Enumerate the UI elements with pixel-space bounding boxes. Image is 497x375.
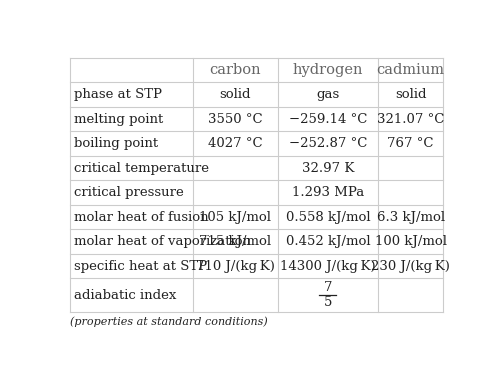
Text: critical pressure: critical pressure [75,186,184,199]
Text: critical temperature: critical temperature [75,162,209,175]
Text: molar heat of fusion: molar heat of fusion [75,211,209,224]
Text: hydrogen: hydrogen [293,63,363,77]
Text: 32.97 K: 32.97 K [302,162,354,175]
Text: 767 °C: 767 °C [388,137,434,150]
Text: adiabatic index: adiabatic index [75,289,177,302]
Text: solid: solid [395,88,426,101]
Text: melting point: melting point [75,113,164,126]
Text: 100 kJ/mol: 100 kJ/mol [375,235,447,248]
Text: 0.452 kJ/mol: 0.452 kJ/mol [286,235,370,248]
Text: 230 J/(kg K): 230 J/(kg K) [371,260,450,273]
Text: 1.293 MPa: 1.293 MPa [292,186,364,199]
Text: 715 kJ/mol: 715 kJ/mol [199,235,271,248]
Text: 710 J/(kg K): 710 J/(kg K) [196,260,275,273]
Text: solid: solid [220,88,251,101]
Text: 321.07 °C: 321.07 °C [377,113,444,126]
Text: 4027 °C: 4027 °C [208,137,263,150]
Text: 105 kJ/mol: 105 kJ/mol [199,211,271,224]
Text: 0.558 kJ/mol: 0.558 kJ/mol [286,211,370,224]
Text: cadmium: cadmium [377,63,445,77]
Text: −252.87 °C: −252.87 °C [289,137,367,150]
Text: 6.3 kJ/mol: 6.3 kJ/mol [377,211,445,224]
Text: 5: 5 [324,296,332,309]
Text: (properties at standard conditions): (properties at standard conditions) [70,316,267,327]
Text: 14300 J/(kg K): 14300 J/(kg K) [280,260,376,273]
Text: specific heat at STP: specific heat at STP [75,260,208,273]
Text: carbon: carbon [210,63,261,77]
Text: 3550 °C: 3550 °C [208,113,263,126]
Text: boiling point: boiling point [75,137,159,150]
Text: phase at STP: phase at STP [75,88,163,101]
Text: gas: gas [316,88,339,101]
Text: molar heat of vaporization: molar heat of vaporization [75,235,251,248]
Text: 7: 7 [324,281,332,294]
Text: −259.14 °C: −259.14 °C [289,113,367,126]
